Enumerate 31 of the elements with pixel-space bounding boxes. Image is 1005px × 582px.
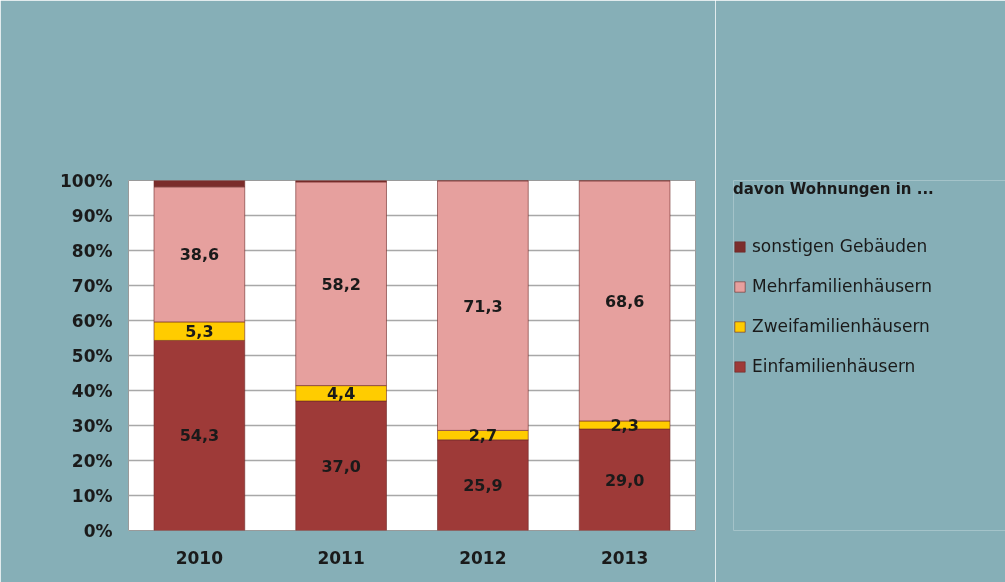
x-tick-label: 2011: [317, 547, 365, 568]
y-tick-label: 60%: [71, 310, 113, 331]
legend-title: davon Wohnungen in ...: [733, 180, 934, 198]
legend-label: Zweifamilienhäusern: [752, 316, 930, 336]
data-label: 2,7: [468, 426, 498, 446]
data-label: 38,6: [179, 245, 220, 265]
y-tick-label: 40%: [71, 380, 113, 401]
data-label: 5,3: [185, 322, 214, 342]
data-label: 29,0: [604, 470, 645, 490]
y-tick-label: 80%: [71, 240, 113, 261]
data-label: 37,0: [321, 456, 361, 476]
x-tick-label: 2012: [459, 547, 507, 568]
y-tick-label: 10%: [71, 485, 113, 506]
y-tick-label: 0%: [83, 520, 113, 541]
x-tick-label: 2013: [600, 547, 649, 568]
x-tick-label: 2010: [175, 547, 224, 568]
data-label: 4,4: [326, 384, 356, 404]
y-tick-label: 70%: [71, 275, 113, 296]
data-label: 71,3: [463, 296, 503, 316]
data-label: 68,6: [604, 291, 645, 311]
legend-label: Mehrfamilienhäusern: [752, 276, 933, 296]
data-label: 58,2: [321, 274, 361, 294]
y-tick-label: 20%: [71, 450, 113, 471]
legend-label: Einfamilienhäusern: [752, 356, 916, 376]
y-tick-label: 100%: [59, 170, 113, 191]
legend-label: sonstigen Gebäuden: [752, 236, 928, 256]
y-tick-label: 30%: [71, 415, 113, 436]
y-tick-label: 50%: [71, 345, 113, 366]
y-tick-label: 90%: [71, 205, 113, 226]
data-label: 25,9: [463, 476, 503, 496]
data-label: 54,3: [179, 426, 220, 446]
